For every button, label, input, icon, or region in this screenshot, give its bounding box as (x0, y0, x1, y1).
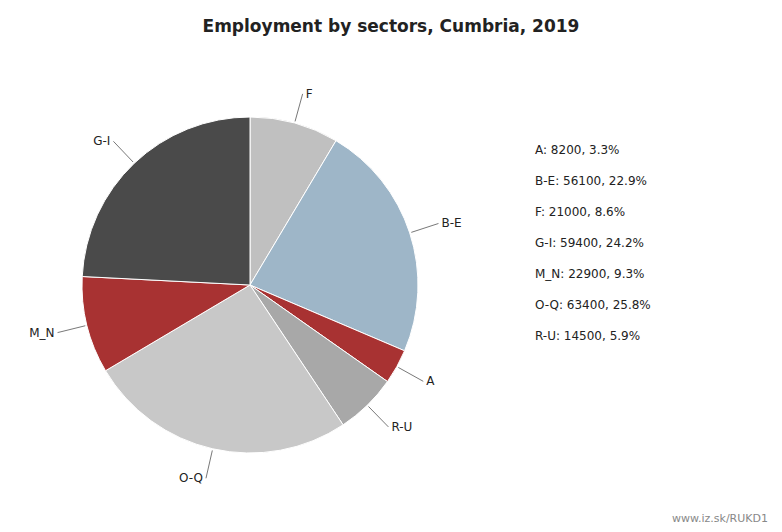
slice (82, 117, 250, 285)
connector (411, 223, 438, 232)
slice-label: G-I (93, 134, 110, 148)
annotations: A: 8200, 3.3% B-E: 56100, 22.9% F: 21000, … (535, 143, 768, 526)
annotation: A: 8200, 3.3% (535, 143, 620, 157)
slice-labels: F B-E A R-U O-Q M_N G-I (29, 87, 461, 485)
slice-label: A (426, 374, 435, 388)
slice-label: R-U (391, 420, 412, 434)
slice-label: F (306, 87, 313, 101)
annotation: B-E: 56100, 22.9% (535, 174, 647, 188)
annotation: O-Q: 63400, 25.8% (535, 298, 651, 312)
connector (398, 367, 423, 381)
connector (206, 450, 212, 478)
slice-label: O-Q (179, 471, 203, 485)
connector (295, 94, 303, 122)
connector (113, 141, 133, 162)
annotation: G-I: 59400, 24.2% (535, 236, 644, 250)
slice-label: B-E (441, 216, 461, 230)
annotation: R-U: 14500, 5.9% (535, 329, 640, 343)
chart: Employment by sectors, Cumbria, 2019 F B-E… (0, 0, 782, 532)
slices (82, 117, 418, 453)
annotation: M_N: 22900, 9.3% (535, 267, 644, 281)
title: Employment by sectors, Cumbria, 2019 (203, 16, 580, 36)
connector (58, 326, 86, 333)
connector (368, 406, 388, 426)
watermark: www.iz.sk/RUKD1 (672, 512, 768, 525)
annotation: F: 21000, 8.6% (535, 205, 625, 219)
slice (82, 277, 250, 371)
slice-label: M_N (29, 326, 54, 340)
